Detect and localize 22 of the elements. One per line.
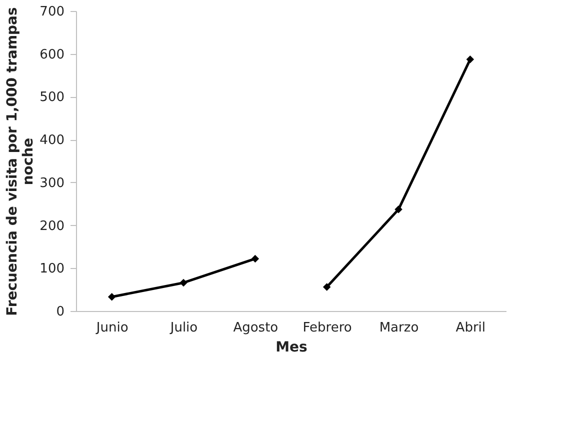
x-tick-label: Abril xyxy=(456,320,486,336)
y-tick-label: 300 xyxy=(40,176,64,191)
point xyxy=(466,56,474,64)
point xyxy=(322,283,331,291)
y-tick-label: 700 xyxy=(40,4,64,20)
y-tick-label: 0 xyxy=(56,304,64,320)
point xyxy=(251,254,260,263)
y-tick-label: 400 xyxy=(40,133,64,148)
x-tick-label: Febrero xyxy=(302,320,352,336)
y-tick-label: 600 xyxy=(40,47,64,62)
y-tick-label: 500 xyxy=(40,90,64,106)
x-tick-label: Marzo xyxy=(379,320,419,336)
point xyxy=(108,292,116,301)
y-tick-label: 100 xyxy=(40,262,64,277)
x-tick-label: Agosto xyxy=(233,320,278,336)
y-tick-label: 200 xyxy=(40,218,64,234)
x-axis-title: Mes xyxy=(276,340,308,356)
x-tick-label: Junio xyxy=(95,320,128,336)
y-axis-title: Frecuencia de visita por 1,000 trampas noche xyxy=(4,7,37,316)
point xyxy=(180,278,188,287)
point xyxy=(394,206,402,214)
x-tick-label: Julio xyxy=(169,320,198,336)
